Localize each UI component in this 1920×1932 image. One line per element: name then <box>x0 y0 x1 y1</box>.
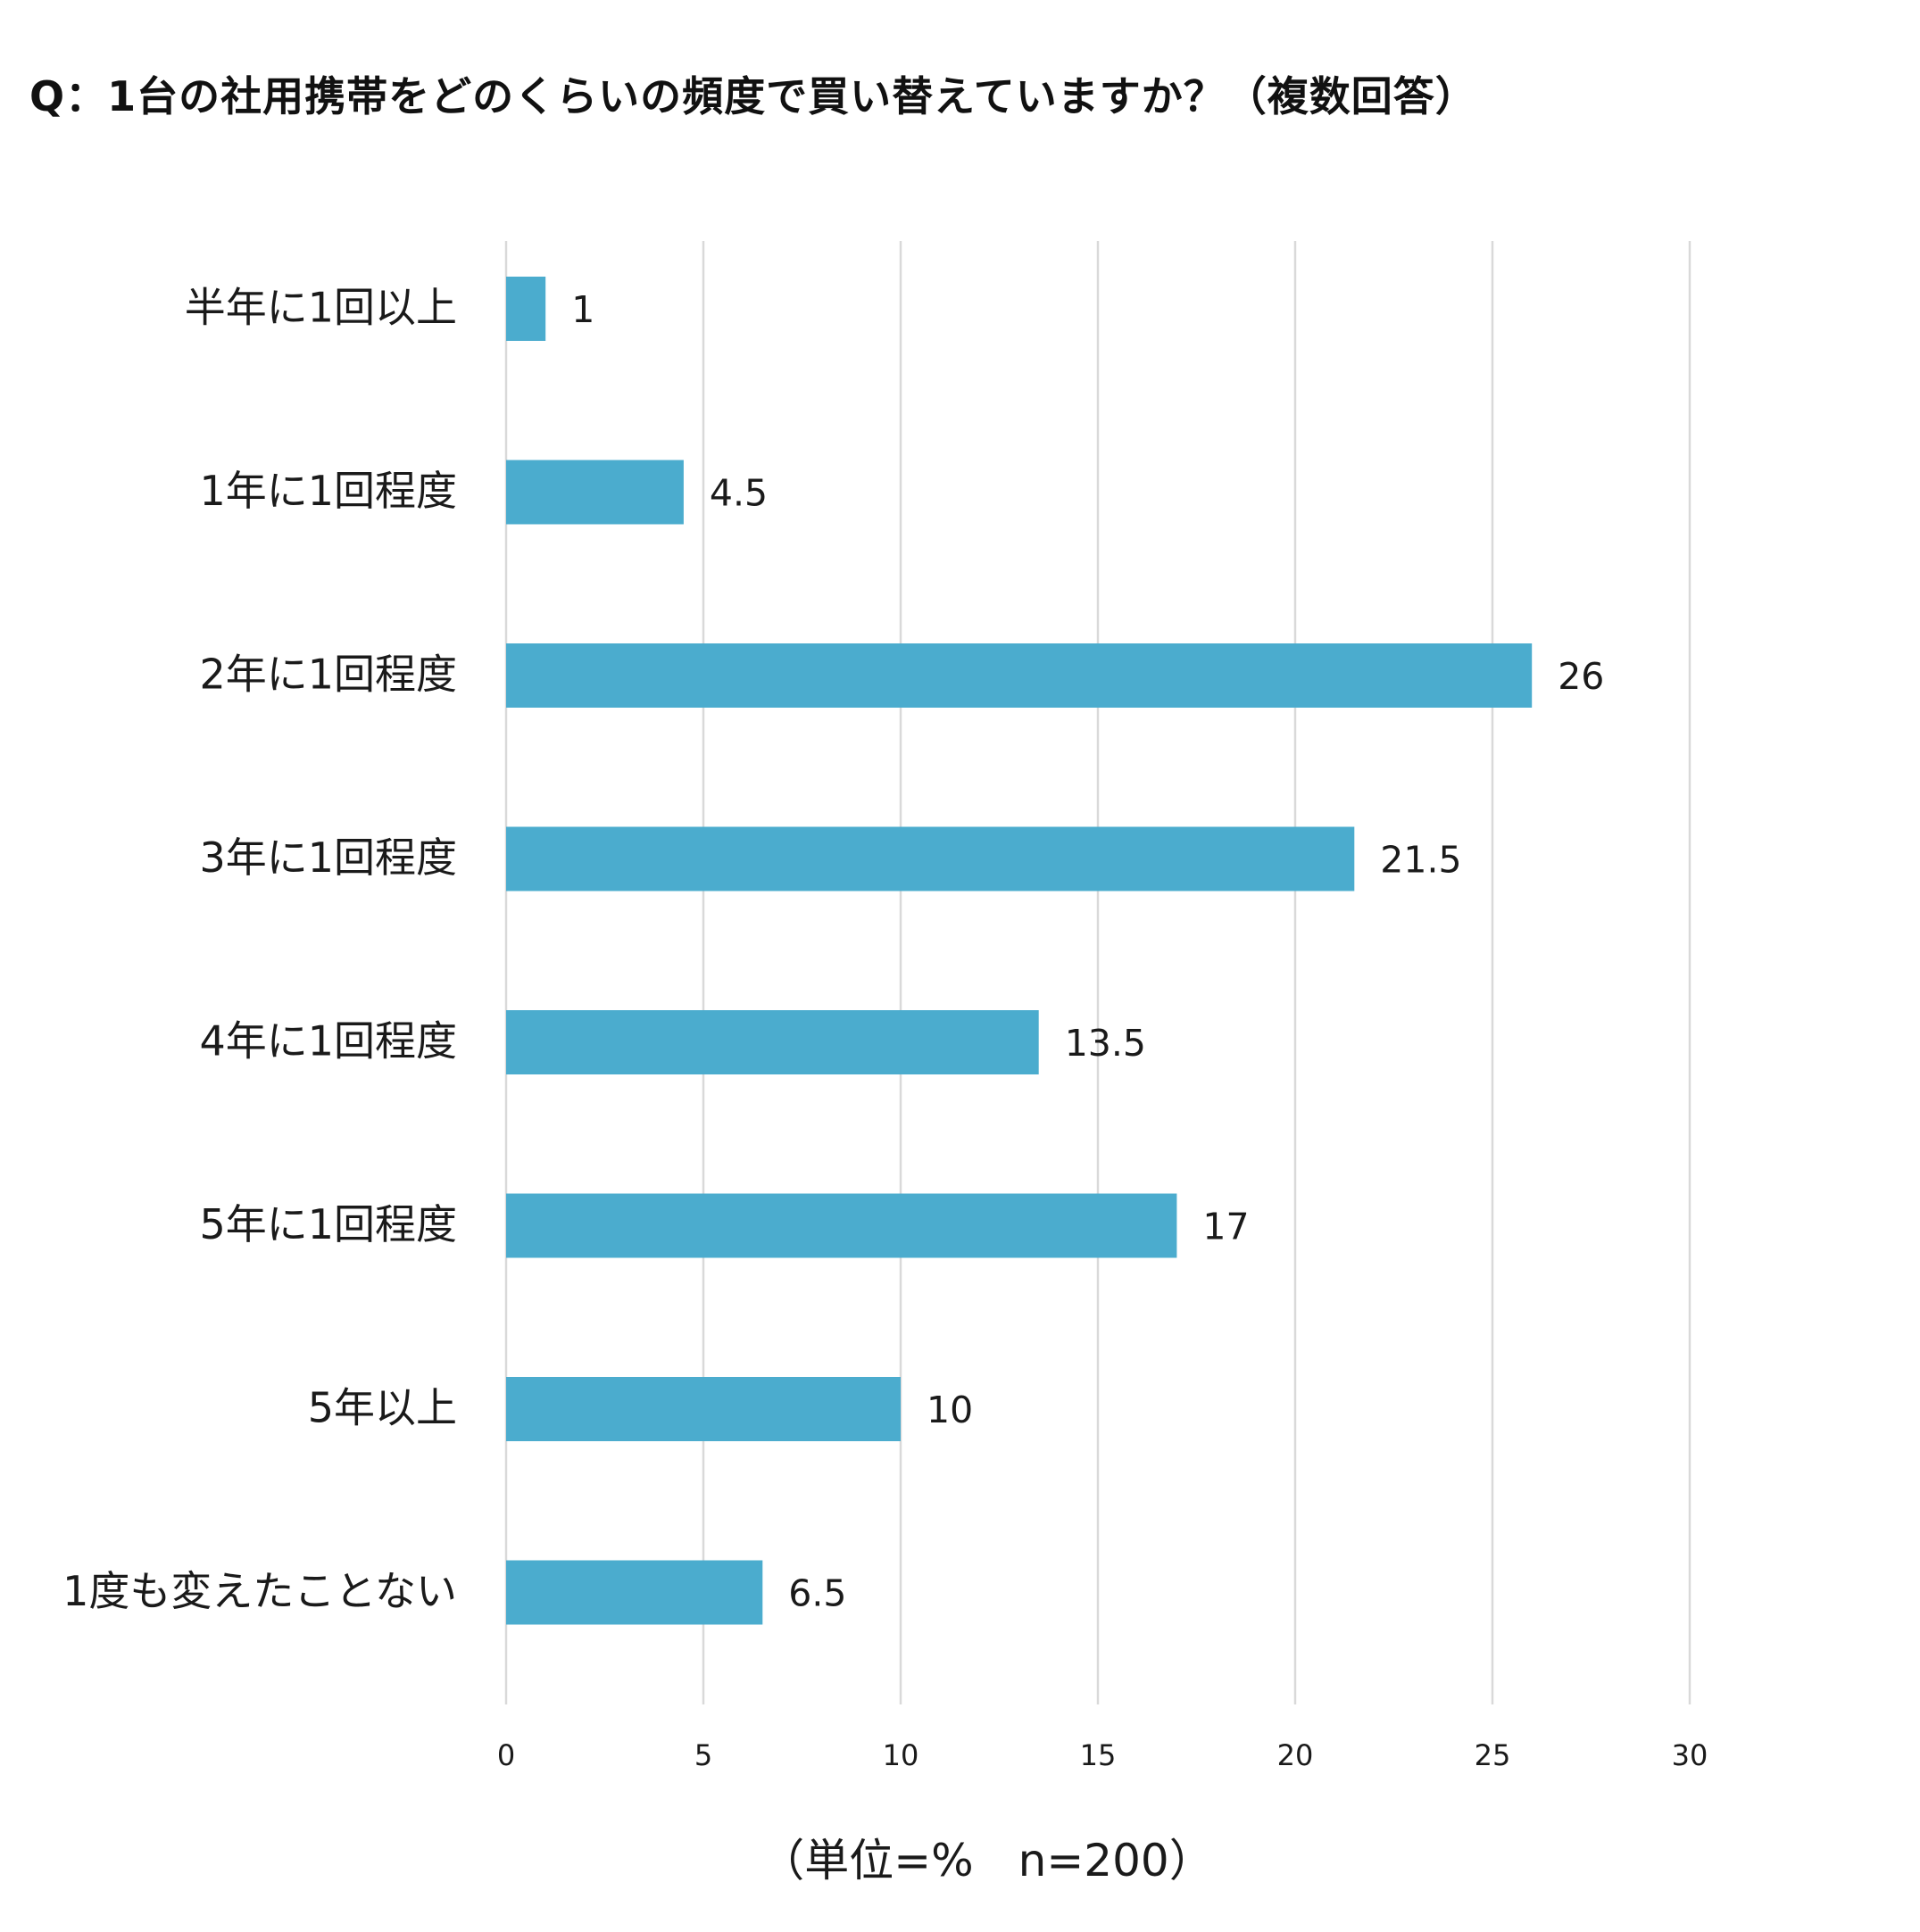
bar-8 <box>506 1560 763 1625</box>
bar-1 <box>506 277 546 341</box>
category-label: 半年に1回以上 <box>185 284 457 332</box>
x-tick-label: 0 <box>497 1738 515 1772</box>
data-label: 1 <box>571 288 594 331</box>
category-label: 5年以上 <box>308 1384 457 1432</box>
data-label: 4.5 <box>710 472 768 515</box>
data-label: 17 <box>1202 1206 1249 1248</box>
x-tick-label: 5 <box>694 1738 712 1772</box>
bar-4 <box>506 826 1355 891</box>
category-label: 2年に1回程度 <box>199 651 457 699</box>
x-axis-ticks: 0 5 10 15 20 25 30 <box>497 1738 1708 1772</box>
bars <box>506 277 1533 1625</box>
data-label: 21.5 <box>1380 839 1461 882</box>
category-label: 1度も変えたことない <box>62 1567 457 1615</box>
axis-unit-note: （単位=% n=200） <box>760 1835 1214 1886</box>
bar-6 <box>506 1193 1177 1258</box>
x-tick-label: 30 <box>1672 1738 1708 1772</box>
data-label: 10 <box>927 1389 973 1431</box>
category-labels: 半年に1回以上 1年に1回程度 2年に1回程度 3年に1回程度 4年に1回程度 5年に1回… <box>62 284 457 1616</box>
bar-7 <box>506 1377 901 1441</box>
x-tick-label: 20 <box>1277 1738 1314 1772</box>
chart-title: Q：1台の社用携帯をどのくらいの頻度で買い替えていますか？（複数回答） <box>29 72 1477 120</box>
bar-2 <box>506 460 684 525</box>
data-label: 26 <box>1558 655 1604 698</box>
category-label: 4年に1回程度 <box>199 1017 457 1066</box>
x-tick-label: 15 <box>1080 1738 1117 1772</box>
data-label: 13.5 <box>1065 1022 1146 1065</box>
bar-3 <box>506 643 1533 708</box>
category-label: 1年に1回程度 <box>199 467 457 515</box>
data-label: 6.5 <box>788 1572 846 1615</box>
category-label: 3年に1回程度 <box>199 833 457 882</box>
category-label: 5年に1回程度 <box>199 1200 457 1248</box>
x-tick-label: 25 <box>1475 1738 1511 1772</box>
x-tick-label: 10 <box>883 1738 919 1772</box>
data-labels: 1 4.5 26 21.5 13.5 17 10 6.5 <box>571 288 1604 1615</box>
bar-5 <box>506 1010 1039 1074</box>
